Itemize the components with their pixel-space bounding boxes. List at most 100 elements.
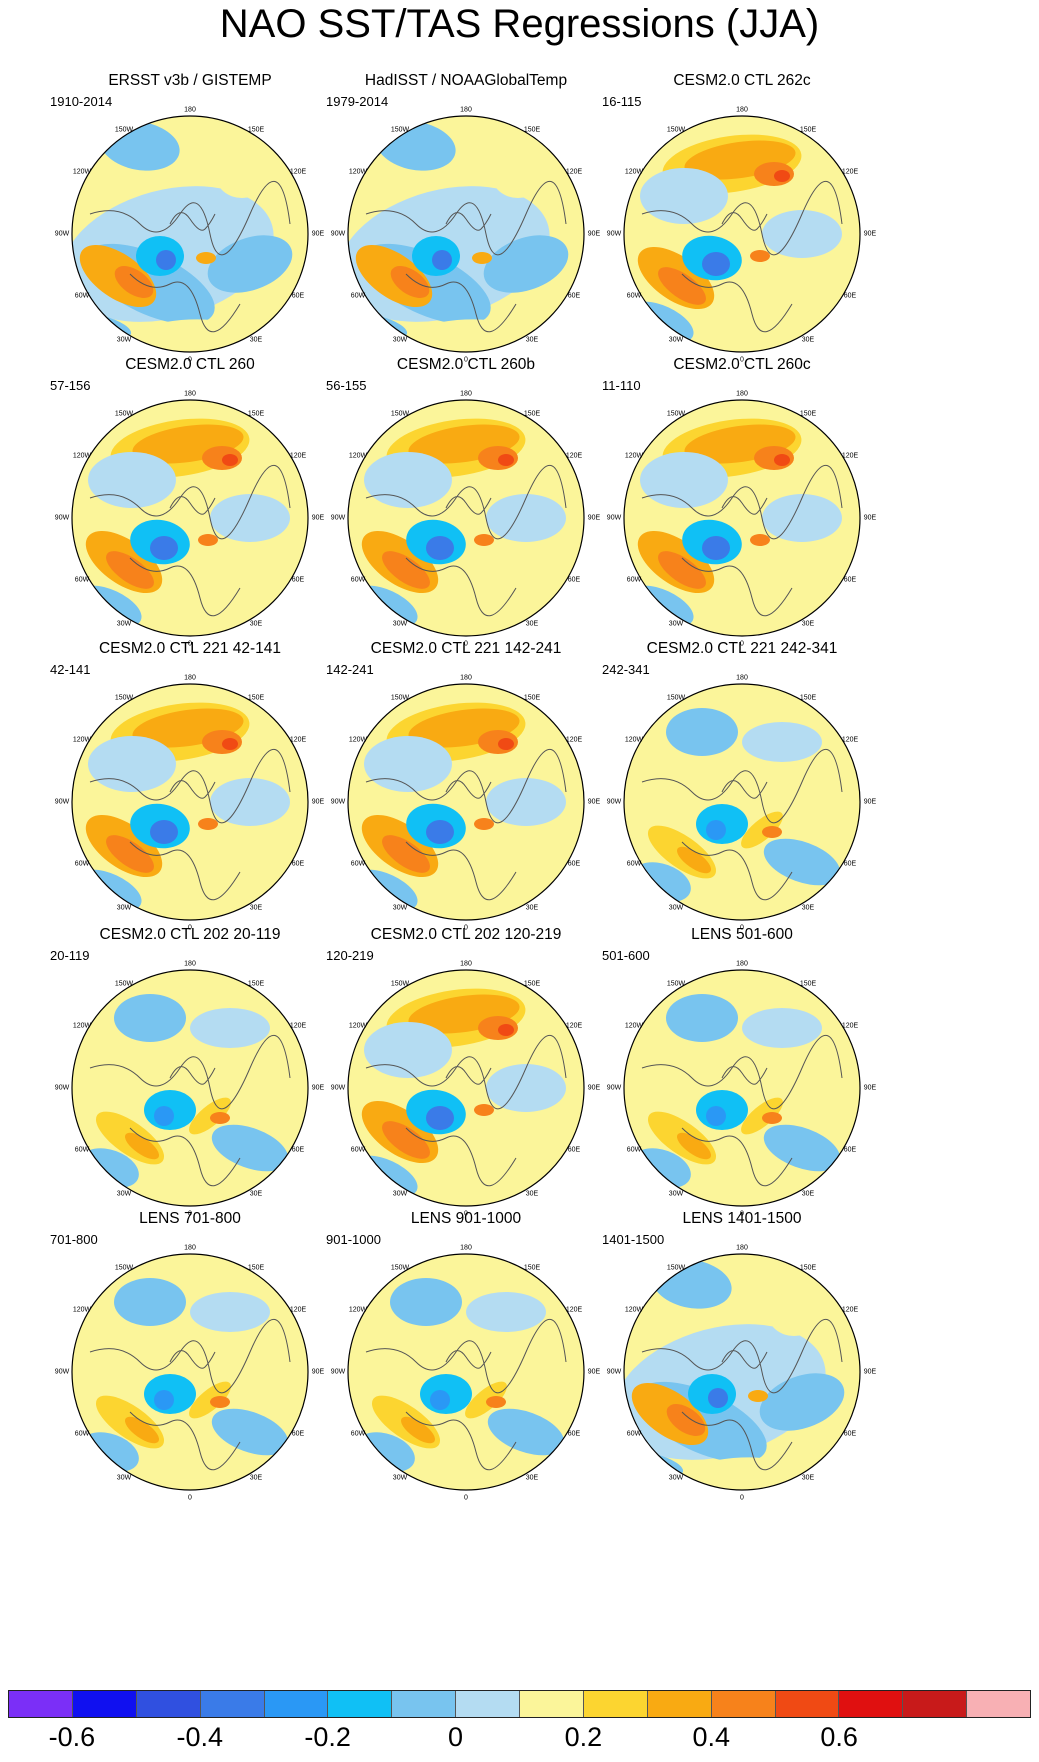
- longitude-label: 90E: [587, 514, 601, 522]
- anomaly-region: [762, 494, 842, 542]
- map-border: [623, 969, 861, 1207]
- panel-title: HadISST / NOAAGlobalTemp: [364, 72, 568, 89]
- anomaly-region: [706, 820, 726, 840]
- longitude-label: 180: [736, 960, 748, 968]
- polar-map: [347, 683, 585, 921]
- anomaly-region: [762, 210, 842, 258]
- anomaly-region: [474, 1104, 494, 1116]
- longitude-label: 30W: [116, 620, 132, 628]
- anomaly-region: [88, 452, 176, 508]
- longitude-label: 150W: [390, 980, 410, 988]
- anomaly-region: [768, 1292, 820, 1336]
- longitude-label: 0: [740, 640, 744, 648]
- longitude-label: 150W: [114, 126, 134, 134]
- longitude-label: 150E: [799, 980, 817, 988]
- longitude-label: 120W: [72, 452, 92, 460]
- coastline: [89, 748, 291, 901]
- coastline: [89, 1034, 291, 1187]
- longitude-label: 90W: [54, 230, 70, 238]
- longitude-label: 120E: [841, 1306, 859, 1314]
- longitude-label: 90W: [54, 514, 70, 522]
- longitude-label: 90W: [330, 1368, 346, 1376]
- longitude-label: 30W: [392, 620, 408, 628]
- longitude-label: 30E: [249, 336, 263, 344]
- longitude-label: 90E: [587, 1084, 601, 1092]
- anomaly-region: [666, 708, 738, 756]
- coastline: [365, 1034, 567, 1187]
- longitude-label: 30W: [668, 1190, 684, 1198]
- panel-title: LENS 1401-1500: [682, 1210, 802, 1227]
- map-border: [623, 683, 861, 921]
- longitude-label: 30E: [525, 336, 539, 344]
- map-panel: CESM2.0 CTL 221 42-141 42-141 180 150W 150E 1…: [40, 640, 340, 940]
- longitude-label: 30W: [116, 904, 132, 912]
- anomaly-region: [364, 452, 452, 508]
- panel-title: CESM2.0 CTL 202 20-119: [99, 926, 281, 943]
- colorbar-tick-label: -0.2: [304, 1722, 351, 1752]
- panel-period: 20-119: [50, 948, 90, 963]
- anomaly-region: [498, 1024, 514, 1036]
- anomaly-region: [474, 818, 494, 830]
- colorbar-swatch: [903, 1691, 968, 1717]
- longitude-label: 60E: [567, 576, 581, 584]
- colorbar-swatch: [392, 1691, 457, 1717]
- colorbar-tick-label: 0.4: [692, 1722, 731, 1752]
- panel-title: CESM2.0 CTL 262c: [673, 72, 811, 89]
- longitude-label: 30W: [392, 1474, 408, 1482]
- longitude-label: 30E: [525, 1190, 539, 1198]
- longitude-label: 180: [460, 390, 472, 398]
- map-background: [624, 684, 860, 920]
- panel-title: LENS 701-800: [139, 1210, 241, 1227]
- longitude-label: 120E: [841, 168, 859, 176]
- longitude-label: 60W: [350, 292, 366, 300]
- panel-period: 1910-2014: [50, 94, 113, 109]
- anomaly-region: [211, 1408, 289, 1456]
- longitude-label: 90W: [606, 230, 622, 238]
- anomaly-region: [666, 1404, 706, 1436]
- longitude-label: 60E: [843, 1430, 857, 1438]
- longitude-label: 120W: [348, 1022, 368, 1030]
- anomaly-region: [741, 1097, 783, 1135]
- map-border: [71, 399, 309, 637]
- longitude-label: 120W: [348, 1306, 368, 1314]
- anomaly-region: [114, 994, 186, 1042]
- longitude-label: 90W: [606, 514, 622, 522]
- panel-period: 1979-2014: [326, 94, 389, 109]
- coastline: [365, 1318, 567, 1471]
- map-panel: LENS 701-800 701-800 180 150W 150E 120W 120E 90…: [40, 1210, 340, 1510]
- longitude-label: 150E: [523, 1264, 541, 1272]
- anomaly-region: [466, 1292, 546, 1332]
- longitude-label: 180: [460, 674, 472, 682]
- panel-title: CESM2.0 CTL 260c: [673, 356, 811, 373]
- map-panel: CESM2.0 CTL 221 142-241 142-241 180 150W 150…: [316, 640, 616, 940]
- coastline: [365, 180, 567, 333]
- colorbar-swatch: [328, 1691, 393, 1717]
- longitude-label: 180: [460, 960, 472, 968]
- longitude-label: 150W: [114, 694, 134, 702]
- anomaly-region: [486, 778, 566, 826]
- polar-map: [71, 399, 309, 637]
- longitude-label: 60E: [291, 1146, 305, 1154]
- longitude-label: 60W: [626, 1430, 642, 1438]
- longitude-label: 30E: [801, 1474, 815, 1482]
- anomaly-region: [486, 494, 566, 542]
- anomaly-region: [465, 1381, 507, 1419]
- anomaly-region: [759, 1373, 845, 1431]
- anomaly-region: [426, 536, 454, 560]
- longitude-label: 180: [736, 674, 748, 682]
- anomaly-region: [430, 1390, 450, 1410]
- map-panel: ERSST v3b / GISTEMP 1910-2014 180 150W 150E 1…: [40, 72, 340, 372]
- colorbar-swatch: [839, 1691, 904, 1717]
- longitude-label: 120W: [72, 1022, 92, 1030]
- coastline: [641, 1034, 843, 1187]
- anomaly-region: [774, 454, 790, 466]
- longitude-label: 120W: [624, 452, 644, 460]
- panel-period: 242-341: [602, 662, 650, 677]
- longitude-label: 150W: [114, 980, 134, 988]
- anomaly-region: [748, 1390, 768, 1402]
- panel-title: CESM2.0 CTL 260: [125, 356, 255, 373]
- anomaly-region: [666, 994, 738, 1042]
- longitude-label: 150E: [247, 410, 265, 418]
- map-panel: CESM2.0 CTL 221 242-341 242-341 180 150W 150…: [592, 640, 892, 940]
- longitude-label: 60W: [74, 1430, 90, 1438]
